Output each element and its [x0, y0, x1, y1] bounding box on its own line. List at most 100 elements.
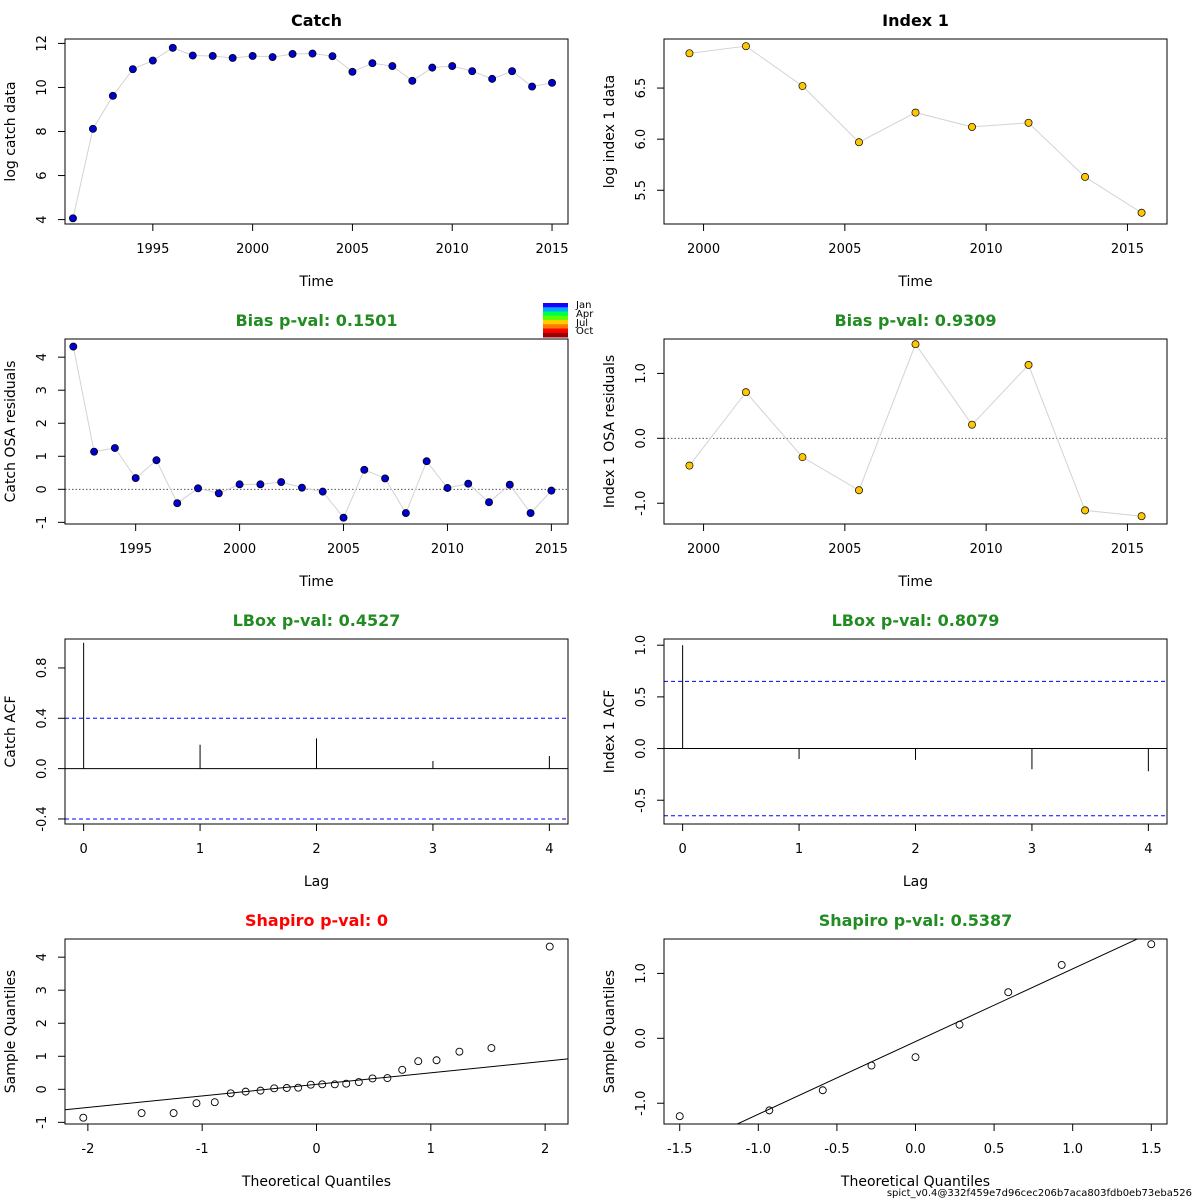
legend-swatch: [543, 332, 568, 338]
x-tick-label: 3: [429, 842, 437, 857]
plot-area: [736, 939, 1139, 1124]
y-tick-label: 0.0: [634, 428, 649, 449]
series-line: [689, 45, 1142, 214]
panel-title: Catch: [291, 11, 342, 30]
data-point: [547, 486, 556, 495]
data-point: [137, 1109, 146, 1118]
x-tick-label: 2000: [687, 242, 720, 257]
data-point: [448, 62, 457, 71]
series-line: [689, 343, 1142, 517]
x-tick-label: 2000: [236, 242, 269, 257]
plot-area: [664, 343, 1167, 517]
data-point: [308, 49, 317, 58]
panel-index1-osa: Bias p-val: 0.9309 Time Index 1 OSA residu…: [602, 311, 1168, 590]
y-tick-label: 3: [35, 986, 50, 994]
plot-area: [689, 45, 1142, 214]
y-tick-label: 12: [35, 35, 50, 52]
data-point: [765, 1106, 774, 1115]
data-point: [741, 42, 750, 51]
y-tick-label: -1.0: [634, 491, 649, 516]
data-point: [955, 1020, 964, 1029]
data-point: [354, 1078, 363, 1086]
data-point: [328, 52, 337, 61]
y-axis-title: Catch ACF: [3, 695, 19, 767]
data-point: [270, 1084, 279, 1093]
y-tick-label: 1.0: [634, 363, 649, 384]
data-point: [911, 340, 920, 349]
data-point: [464, 479, 473, 488]
y-tick-label: 1: [35, 1052, 50, 1060]
y-tick-label: 10: [35, 79, 50, 96]
data-point: [528, 82, 537, 91]
x-tick-label: 2: [312, 842, 320, 857]
plot-area: [65, 1058, 568, 1111]
legend-label-jan: Jan: [575, 300, 591, 311]
y-tick-label: 4: [35, 353, 50, 361]
y-tick-label: 0.0: [634, 1028, 649, 1049]
data-point: [388, 62, 397, 71]
plot-area: [65, 642, 568, 820]
y-tick-label: -0.4: [35, 806, 50, 831]
plot-frame: [64, 38, 569, 225]
panel-index1: Index 1 Time log index 1 data 2000 2005 2010 2…: [602, 11, 1168, 290]
x-tick-label: 2005: [828, 242, 861, 257]
data-point: [422, 457, 431, 466]
y-tick-label: 1.0: [634, 635, 649, 656]
x-tick-label: 2015: [535, 242, 568, 257]
x-tick-label: 0: [678, 842, 686, 857]
data-point: [1024, 118, 1033, 127]
data-point: [131, 474, 140, 483]
x-tick-label: 4: [545, 842, 553, 857]
legend-swatch: [543, 324, 568, 329]
panel-title: Shapiro p-val: 0: [245, 911, 388, 930]
data-point: [306, 1080, 315, 1089]
x-tick-label: -1: [196, 1142, 209, 1157]
data-point: [288, 50, 297, 58]
x-tick-label: 2010: [970, 542, 1003, 557]
legend-label-jul: Jul: [575, 318, 588, 329]
data-point: [298, 483, 306, 492]
data-point: [241, 1087, 250, 1096]
data-point: [968, 420, 976, 429]
y-tick-label: 1.0: [634, 963, 649, 984]
y-axis-title: log index 1 data: [602, 75, 618, 188]
data-point: [414, 1057, 423, 1066]
legend-swatch: [543, 315, 568, 321]
x-axis-title: Lag: [903, 874, 928, 890]
plot-area: [664, 645, 1167, 817]
y-tick-label: 0.4: [35, 708, 50, 729]
panel-catch-acf: LBox p-val: 0.4527 Lag Catch ACF 0 1 2 3 4 -0.4 0…: [3, 611, 569, 890]
data-point: [545, 942, 554, 951]
x-axis-title: Time: [298, 274, 333, 290]
data-point: [110, 444, 119, 452]
panel-index1-qq: Shapiro p-val: 0.5387 Theoretical Quantil…: [602, 911, 1168, 1190]
data-point: [408, 76, 417, 85]
data-point: [1081, 506, 1090, 515]
data-point: [108, 91, 117, 100]
x-tick-label: 2010: [970, 242, 1003, 257]
x-tick-label: 0.0: [905, 1142, 926, 1157]
plot-frame: [64, 938, 569, 1125]
plot-frame: [64, 338, 569, 525]
panel-catch: Catch Time log catch data 1995 2000 2005 2010 2…: [3, 11, 569, 290]
data-point: [79, 1113, 88, 1122]
data-point: [818, 1086, 827, 1095]
data-point: [383, 1074, 392, 1083]
y-tick-label: -0.5: [634, 788, 649, 813]
x-tick-label: 1: [795, 842, 803, 857]
version-footer: spict_v0.4@332f459e7d96cec206b7aca803fdb…: [887, 1188, 1192, 1199]
data-point: [487, 1044, 496, 1052]
x-tick-label: 2010: [436, 242, 469, 257]
series-line: [72, 47, 553, 219]
y-tick-label: 2: [35, 419, 50, 427]
data-point: [505, 480, 514, 489]
panel-catch-qq: Shapiro p-val: 0 Theoretical Quantiles Sam…: [3, 911, 569, 1190]
x-axis-title: Theoretical Quantiles: [241, 1174, 391, 1190]
legend-swatch: [543, 320, 568, 325]
legend-swatch: [543, 311, 568, 317]
y-tick-label: 0.5: [634, 687, 649, 708]
panel-index1-acf: LBox p-val: 0.8079 Lag Index 1 ACF 0 1 2 3 4 -0.…: [602, 611, 1168, 890]
x-tick-label: -1.0: [746, 1142, 771, 1157]
legend-label-apr: Apr: [576, 309, 594, 320]
y-tick-label: 0: [35, 485, 50, 493]
